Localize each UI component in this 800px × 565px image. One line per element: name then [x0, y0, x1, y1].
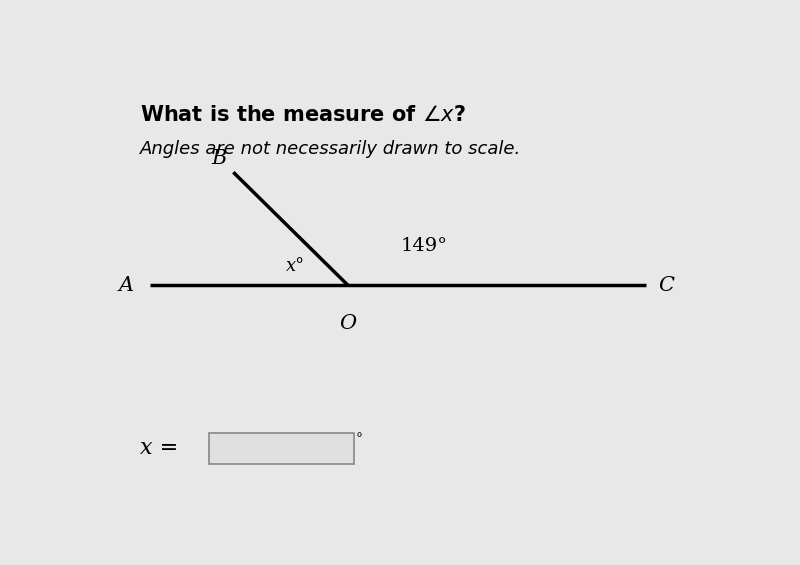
Text: C: C — [658, 276, 674, 295]
Text: °: ° — [356, 432, 363, 446]
Text: Angles are not necessarily drawn to scale.: Angles are not necessarily drawn to scal… — [140, 140, 522, 158]
Text: O: O — [339, 314, 357, 333]
Text: What is the measure of $\angle x$?: What is the measure of $\angle x$? — [140, 105, 466, 125]
Text: B: B — [212, 149, 227, 168]
Text: x°: x° — [286, 257, 305, 275]
FancyBboxPatch shape — [209, 433, 354, 464]
Text: 149°: 149° — [401, 237, 448, 255]
Text: A: A — [119, 276, 134, 295]
Text: x =: x = — [140, 437, 178, 459]
